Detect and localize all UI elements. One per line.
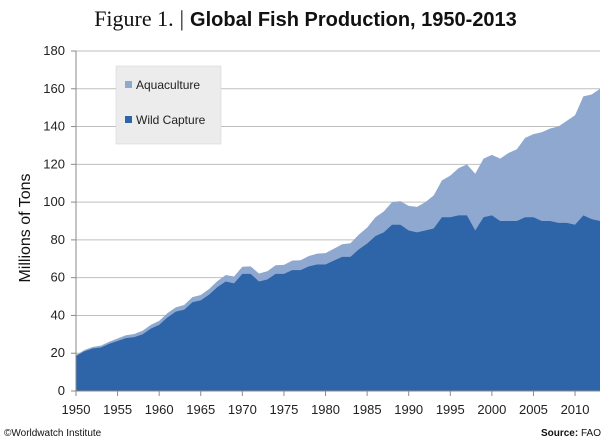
x-tick-label-1985: 1985 [353, 402, 382, 417]
x-tick-label-2010: 2010 [561, 402, 590, 417]
y-tick-label-20: 20 [51, 345, 65, 360]
y-tick-label-40: 40 [51, 307, 65, 322]
legend-swatch-aquaculture [125, 81, 132, 88]
y-tick-label-80: 80 [51, 232, 65, 247]
tick-labels: 0 20 40 60 80 100 120 140 160 180 1950 1955 1960 1965… [43, 43, 589, 417]
x-tick-label-1990: 1990 [394, 402, 423, 417]
y-tick-label-160: 160 [43, 81, 65, 96]
legend-swatch-wild-capture [125, 116, 132, 123]
source-value: FAO [580, 428, 601, 439]
x-tick-label-1955: 1955 [103, 402, 132, 417]
y-tick-label-100: 100 [43, 194, 65, 209]
source-label: Source: [540, 428, 579, 439]
area-series [76, 88, 600, 392]
legend-label-aquaculture: Aquaculture [136, 78, 200, 92]
credit-text: ©Worldwatch Institute [4, 428, 102, 439]
x-tick-label-1950: 1950 [62, 402, 91, 417]
y-axis-label: Millions of Tons [17, 173, 34, 282]
x-tick-label-1960: 1960 [145, 402, 174, 417]
x-tick-label-1965: 1965 [186, 402, 215, 417]
x-tick-label-1995: 1995 [436, 402, 465, 417]
y-tick-label-120: 120 [43, 156, 65, 171]
title-separator: | [179, 6, 185, 31]
area-wild-capture [76, 215, 600, 391]
figure-label: Figure 1. [94, 6, 174, 31]
y-tick-label-60: 60 [51, 270, 65, 285]
legend: Aquaculture Wild Capture [115, 65, 222, 145]
x-tick-label-2000: 2000 [477, 402, 506, 417]
x-tick-label-1970: 1970 [228, 402, 257, 417]
chart-title-line: Figure 1. | Global Fish Production, 1950-2… [0, 6, 611, 32]
source-note: Source: FAO [541, 428, 601, 439]
y-tick-label-0: 0 [58, 383, 65, 398]
chart-title: Global Fish Production, 1950-2013 [190, 9, 517, 31]
legend-box [115, 65, 222, 145]
y-tick-label-180: 180 [43, 43, 65, 58]
y-tick-label-140: 140 [43, 119, 65, 134]
axes [75, 51, 600, 392]
x-tick-label-1980: 1980 [311, 402, 340, 417]
legend-label-wild-capture: Wild Capture [136, 113, 206, 127]
x-tick-label-2005: 2005 [519, 402, 548, 417]
x-tick-label-1975: 1975 [269, 402, 298, 417]
